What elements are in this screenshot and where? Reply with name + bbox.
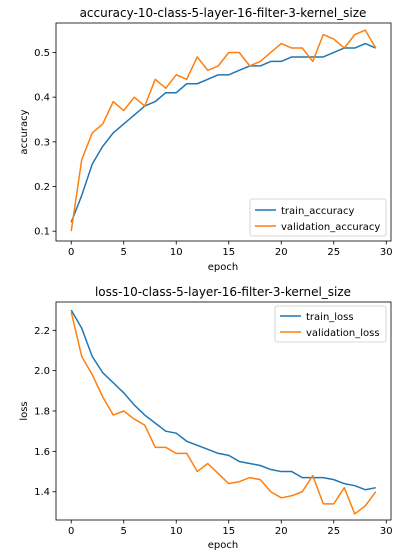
loss-x-tick-label: 15 <box>222 526 235 537</box>
loss-x-tick-label: 25 <box>327 526 340 537</box>
accuracy-x-axis-label: epoch <box>208 262 238 273</box>
accuracy-x-ticks: 0 5 10 15 20 25 30 <box>68 241 393 258</box>
accuracy-legend-box <box>249 198 387 237</box>
loss-y-tick-label: 1.8 <box>34 407 50 418</box>
accuracy-x-tick-label: 5 <box>121 247 127 258</box>
accuracy-plot-area <box>70 29 377 232</box>
accuracy-y-ticks: 0.1 0.2 0.3 0.4 0.5 <box>34 48 56 238</box>
validation-accuracy-line <box>70 29 377 232</box>
accuracy-legend-label-validation: validation_accuracy <box>281 222 380 233</box>
loss-legend: train_loss validation_loss <box>274 305 387 343</box>
accuracy-x-tick-label: 10 <box>170 247 183 258</box>
train-loss-line <box>70 309 376 491</box>
accuracy-chart: accuracy-10-class-5-layer-16-filter-3-ke… <box>19 6 393 273</box>
accuracy-x-tick-label: 20 <box>275 247 288 258</box>
loss-chart-title: loss-10-class-5-layer-16-filter-3-kernel… <box>95 285 351 299</box>
loss-x-tick-label: 5 <box>121 526 127 537</box>
loss-x-axis-label: epoch <box>208 540 238 551</box>
loss-legend-label-validation: validation_loss <box>306 328 380 339</box>
loss-y-axis-label: loss <box>19 401 30 420</box>
loss-x-tick-label: 20 <box>275 526 288 537</box>
loss-x-ticks: 0 5 10 15 20 25 30 <box>68 520 393 537</box>
loss-plot-area <box>70 309 377 515</box>
accuracy-y-tick-label: 0.1 <box>34 227 50 238</box>
accuracy-y-tick-label: 0.3 <box>34 137 50 148</box>
loss-y-tick-label: 2.0 <box>34 366 50 377</box>
train-accuracy-line <box>70 42 377 223</box>
loss-y-tick-label: 2.2 <box>34 326 50 337</box>
accuracy-x-tick-label: 0 <box>68 247 74 258</box>
loss-x-tick-label: 30 <box>380 526 393 537</box>
loss-legend-label-train: train_loss <box>306 312 354 323</box>
accuracy-y-tick-label: 0.4 <box>34 93 50 104</box>
accuracy-x-tick-label: 25 <box>327 247 340 258</box>
accuracy-legend: train_accuracy validation_accuracy <box>249 198 387 237</box>
accuracy-y-tick-label: 0.5 <box>34 48 50 59</box>
loss-x-tick-label: 10 <box>170 526 183 537</box>
accuracy-y-tick-label: 0.2 <box>34 182 50 193</box>
accuracy-legend-label-train: train_accuracy <box>281 206 354 217</box>
loss-legend-box <box>274 305 387 343</box>
loss-y-tick-label: 1.6 <box>34 447 50 458</box>
accuracy-x-tick-label: 30 <box>380 247 393 258</box>
loss-y-ticks: 1.4 1.6 1.8 2.0 2.2 <box>34 326 56 498</box>
accuracy-y-axis-label: accuracy <box>19 109 30 154</box>
loss-chart: loss-10-class-5-layer-16-filter-3-kernel… <box>19 285 393 551</box>
accuracy-chart-title: accuracy-10-class-5-layer-16-filter-3-ke… <box>80 6 367 20</box>
validation-loss-line <box>70 311 377 515</box>
loss-y-tick-label: 1.4 <box>34 487 50 498</box>
accuracy-axes-frame <box>55 22 392 242</box>
accuracy-x-tick-label: 15 <box>222 247 235 258</box>
loss-x-tick-label: 0 <box>68 526 74 537</box>
